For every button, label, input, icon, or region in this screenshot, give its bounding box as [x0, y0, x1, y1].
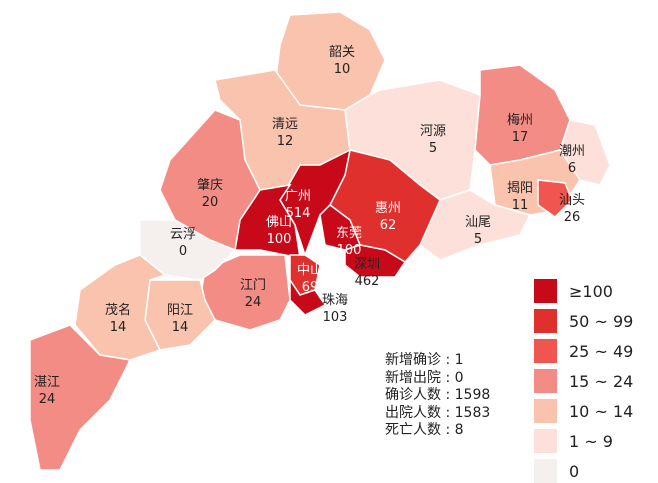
region-count: 20 [201, 195, 219, 210]
region-count: 24 [38, 392, 56, 407]
region-count: 0 [178, 244, 188, 259]
region-label: 梅州 17 [507, 112, 533, 146]
stat-new-discharged: 新增出院 : 0 [385, 369, 464, 386]
legend-item: 50 ~ 99 [534, 306, 633, 336]
region-name: 肇庆 [196, 178, 224, 193]
legend-label: 10 ~ 14 [569, 401, 634, 421]
region-name: 深圳 [353, 257, 381, 272]
stats-panel: 新增确诊 : 1 新增出院 : 0 确诊人数 : 1598 出院人数 : 158… [385, 352, 490, 440]
region-7 [419, 189, 532, 261]
region-label: 阳江 14 [167, 302, 193, 336]
region-name: 中山 [296, 263, 324, 278]
legend-label: 15 ~ 24 [569, 371, 634, 391]
legend-label: 50 ~ 99 [569, 311, 634, 331]
legend-item: 25 ~ 49 [534, 336, 633, 366]
region-count: 26 [563, 210, 581, 225]
region-16 [159, 109, 261, 252]
legend-label: 0 [569, 461, 580, 481]
region-19 [74, 254, 167, 361]
legend-swatch [534, 399, 557, 423]
region-count: 103 [322, 310, 348, 325]
region-name: 阳江 [166, 303, 194, 318]
region-name: 东莞 [335, 226, 363, 241]
region-label: 潮州 6 [559, 143, 585, 177]
region-name: 潮州 [558, 144, 586, 159]
region-name: 汕尾 [464, 215, 492, 230]
region-count: 62 [379, 218, 397, 233]
region-name: 茂名 [104, 303, 132, 318]
region-count: 10 [333, 62, 351, 77]
region-name: 清远 [271, 117, 299, 132]
region-count: 14 [109, 320, 127, 335]
region-name: 韶关 [328, 45, 356, 60]
region-label: 河源 5 [420, 123, 446, 157]
region-count: 17 [511, 130, 529, 145]
region-name: 河源 [419, 124, 447, 139]
region-label: 中山 69 [297, 262, 323, 296]
region-name: 湛江 [33, 375, 61, 390]
region-20 [29, 324, 132, 471]
region-label: 云浮 0 [170, 226, 196, 260]
region-count: 5 [428, 141, 438, 156]
region-label: 肇庆 20 [197, 177, 223, 211]
stat-discharged-total: 出院人数 : 1583 [385, 404, 491, 421]
stat-new-confirmed: 新增确诊 : 1 [385, 352, 464, 368]
region-label: 清远 12 [272, 116, 298, 150]
region-name: 珠海 [321, 293, 349, 308]
region-name: 惠州 [374, 201, 402, 216]
region-label: 湛江 24 [34, 374, 60, 408]
region-count: 462 [354, 274, 380, 289]
region-label: 佛山 100 [266, 214, 292, 248]
region-label: 东莞 100 [336, 225, 362, 259]
legend-swatch [534, 429, 557, 453]
legend-item: 10 ~ 14 [534, 396, 633, 426]
region-name: 云浮 [169, 227, 197, 242]
legend-label: 1 ~ 9 [569, 431, 613, 451]
region-label: 茂名 14 [105, 302, 131, 336]
region-label: 江门 24 [240, 277, 266, 311]
region-label: 深圳 462 [354, 256, 380, 290]
legend-swatch [534, 459, 557, 483]
region-count: 12 [276, 134, 294, 149]
legend-swatch [534, 339, 557, 363]
stat-deaths: 死亡人数 : 8 [385, 422, 464, 438]
legend-label: 25 ~ 49 [569, 341, 634, 361]
region-count: 24 [244, 295, 262, 310]
region-name: 广州 [284, 189, 312, 204]
legend: ≥100 50 ~ 99 25 ~ 49 15 ~ 24 10 ~ 14 1 ~ 9 0 [534, 276, 633, 483]
region-count: 11 [511, 198, 529, 213]
legend-item: 0 [534, 456, 633, 483]
legend-swatch [534, 279, 557, 303]
stat-confirmed-total: 确诊人数 : 1598 [385, 387, 491, 403]
region-12 [344, 244, 407, 278]
legend-swatch [534, 369, 557, 393]
legend-item: ≥100 [534, 276, 633, 306]
legend-label: ≥100 [569, 281, 613, 301]
region-label: 惠州 62 [375, 200, 401, 234]
region-label: 揭阳 11 [507, 180, 533, 214]
region-label: 珠海 103 [322, 292, 348, 326]
region-count: 14 [171, 320, 189, 335]
region-name: 汕头 [558, 193, 586, 208]
region-count: 5 [473, 232, 483, 247]
region-label: 韶关 10 [329, 44, 355, 78]
region-count: 100 [266, 232, 292, 247]
region-name: 佛山 [265, 215, 293, 230]
region-name: 梅州 [506, 113, 534, 128]
region-count: 6 [567, 161, 577, 176]
region-count: 514 [285, 206, 311, 221]
region-name: 揭阳 [506, 181, 534, 196]
region-6 [537, 179, 573, 218]
region-label: 汕尾 5 [465, 214, 491, 248]
region-label: 汕头 26 [559, 192, 585, 226]
legend-item: 15 ~ 24 [534, 366, 633, 396]
region-count: 100 [336, 243, 362, 258]
legend-swatch [534, 309, 557, 333]
region-count: 69 [301, 280, 319, 295]
region-label: 广州 514 [285, 188, 311, 222]
region-name: 江门 [239, 278, 267, 293]
legend-item: 1 ~ 9 [534, 426, 633, 456]
